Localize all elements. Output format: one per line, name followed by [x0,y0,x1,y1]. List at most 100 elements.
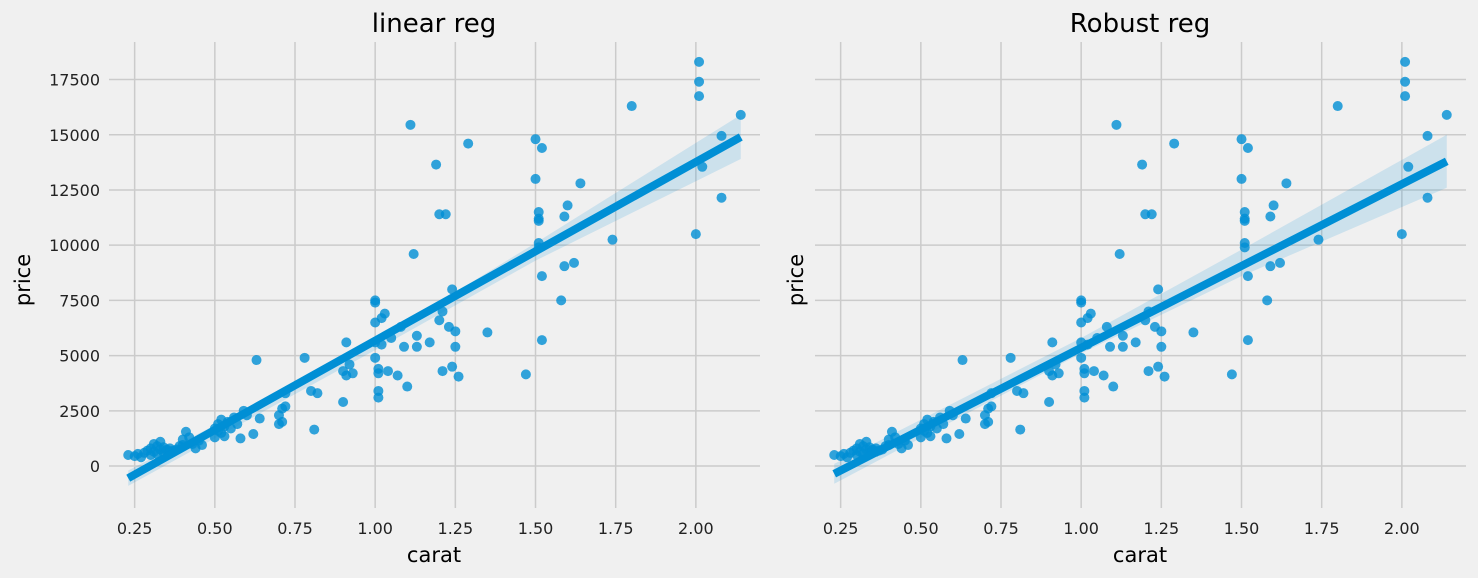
data-point [434,315,445,326]
scatter-points [123,56,746,463]
data-point [408,249,419,260]
data-point [453,371,464,382]
data-point [1105,341,1116,352]
data-point [536,335,547,346]
regression-line [126,133,743,482]
data-point [411,330,422,341]
data-point [1076,297,1087,308]
data-point [1047,337,1058,348]
y-tick-label: 10000 [49,236,100,255]
data-point [437,366,448,377]
y-tick-labels: 0 2500 5000 7500 10000 12500 15000 17500 [49,71,100,476]
data-point [299,352,310,363]
data-point [986,401,997,412]
data-point [1400,56,1411,67]
data-point [251,355,262,366]
data-point [1079,368,1090,379]
data-point [1153,361,1164,372]
data-point [954,429,965,440]
x-tick-labels: 0.25 0.50 0.75 1.00 1.25 1.50 1.75 2.00 [117,519,714,538]
data-point [1268,200,1279,211]
data-point [440,209,451,220]
y-tick-label: 7500 [59,291,100,310]
data-point [1108,381,1119,392]
data-point [341,337,352,348]
data-point [1114,249,1125,260]
data-point [1015,424,1026,435]
data-point [1226,369,1237,380]
data-point [1089,366,1099,377]
data-point [1169,138,1180,149]
x-axis-label: carat [1113,543,1167,567]
data-point [559,211,570,222]
data-point [530,134,541,145]
data-point [1137,159,1148,170]
regression-line [832,157,1449,478]
x-axis-label: carat [407,543,461,567]
data-point [1239,215,1250,226]
data-point [1262,295,1273,306]
data-point [309,424,320,435]
data-point [399,341,410,352]
data-point [694,56,705,67]
data-point [1275,257,1285,268]
data-point [559,261,570,272]
x-tick-label: 1.50 [1224,519,1260,538]
data-point [405,119,416,130]
data-point [1188,327,1199,338]
y-tick-label: 12500 [49,181,100,200]
data-point [694,76,705,87]
data-point [569,257,579,268]
data-point [482,327,493,338]
y-tick-label: 2500 [59,402,100,421]
data-point [383,366,393,377]
data-point [312,388,323,399]
y-tick-label: 0 [90,457,100,476]
data-point [379,308,390,319]
data-point [960,413,971,424]
data-point [690,229,701,240]
data-point [694,91,705,102]
fit-line [832,157,1449,478]
x-tick-label: 1.25 [438,519,474,538]
data-point [925,431,936,442]
data-point [1265,211,1276,222]
data-point [530,173,541,184]
y-tick-label: 5000 [59,347,100,366]
y-axis-label: price [784,254,808,306]
data-point [1117,341,1128,352]
y-axis-label: price [11,254,35,306]
x-tick-label: 1.25 [1144,519,1180,538]
data-point [1146,209,1157,220]
data-point [1396,229,1407,240]
data-point [1079,392,1090,403]
x-tick-label: 0.25 [823,519,859,538]
data-point [254,413,265,424]
data-point [957,355,968,366]
data-point [520,369,531,380]
data-point [235,433,246,444]
data-point [347,368,358,379]
data-point [338,396,349,407]
data-point [607,234,618,245]
panel-robust-reg: 0.25 0.50 0.75 1.00 1.25 1.50 1.75 2.00 Robust … [784,9,1466,567]
data-point [562,200,573,211]
data-point [1400,76,1411,87]
x-tick-label: 0.25 [117,519,153,538]
data-point [373,392,384,403]
data-point [1400,91,1411,102]
data-point [1018,388,1029,399]
data-point [1422,192,1433,203]
data-point [402,381,413,392]
fit-line [126,133,743,482]
data-point [277,416,288,427]
data-point [556,295,567,306]
data-point [1053,368,1064,379]
data-point [431,159,442,170]
data-point [1236,134,1247,145]
data-point [716,130,727,141]
data-point [1156,326,1167,337]
x-tick-label: 0.50 [197,519,233,538]
data-point [1143,366,1154,377]
